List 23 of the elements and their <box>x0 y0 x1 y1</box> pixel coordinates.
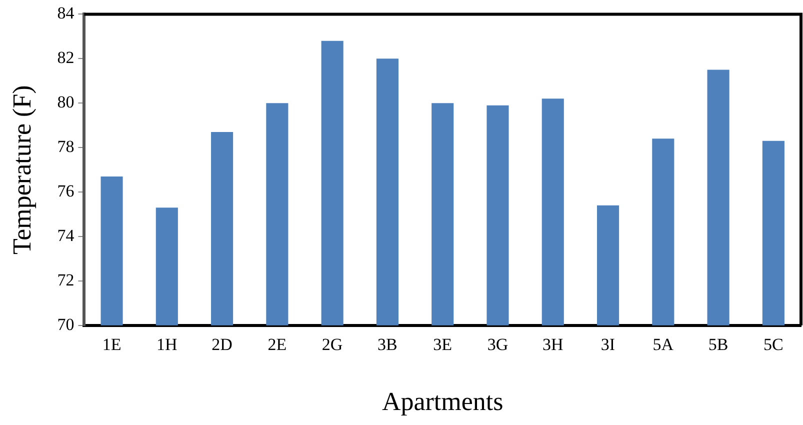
x-tick-label: 2G <box>322 335 343 354</box>
y-tick-label: 74 <box>57 226 75 245</box>
x-tick-label: 2E <box>268 335 287 354</box>
x-tick-label: 2D <box>212 335 232 354</box>
x-tick-label: 5A <box>652 335 674 354</box>
x-tick-label: 3E <box>433 335 452 354</box>
x-axis-title: Apartments <box>382 387 504 416</box>
x-tick-label: 5B <box>708 335 728 354</box>
x-tick-label: 3H <box>542 335 564 354</box>
x-tick-label: 1E <box>102 335 122 354</box>
y-tick-label: 76 <box>57 181 74 200</box>
x-tick-label: 3B <box>378 335 398 354</box>
x-tick-label: 1H <box>156 335 178 354</box>
y-tick-label: 80 <box>57 92 74 112</box>
x-tick-label: 3I <box>600 335 616 354</box>
y-axis-title: Temperature (F) <box>7 85 36 254</box>
y-tick-label: 84 <box>57 4 75 23</box>
y-tick-label: 78 <box>57 137 74 156</box>
y-tick-label: 70 <box>57 314 74 334</box>
x-tick-label: 5C <box>764 335 784 354</box>
y-tick-label: 72 <box>57 270 74 290</box>
x-tick-label: 3G <box>487 335 508 354</box>
y-tick-label: 82 <box>57 48 74 68</box>
